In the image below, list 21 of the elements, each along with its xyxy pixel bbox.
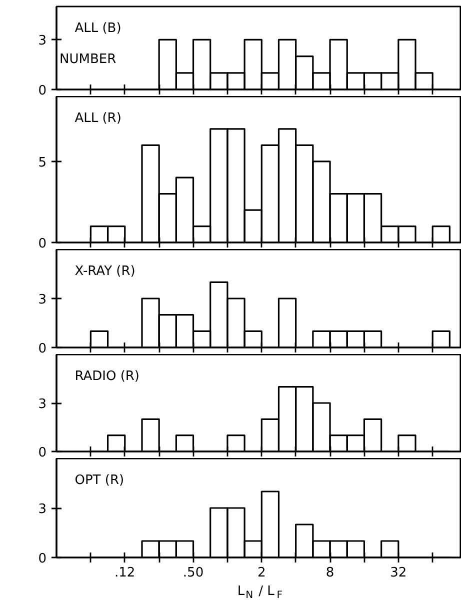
- y-tick-label: 0: [38, 342, 47, 356]
- y-tick-label: 0: [38, 236, 47, 252]
- text: ALL (B): [74, 21, 122, 36]
- x-tick-label: .12: [114, 566, 136, 580]
- y-tick-label: 5: [38, 155, 47, 170]
- y-tick-label: 3: [38, 292, 47, 308]
- text: ALL (R): [74, 111, 122, 126]
- text: OPT (R): [74, 473, 124, 488]
- text: RADIO (R): [74, 369, 140, 384]
- y-tick-label: 3: [38, 34, 47, 49]
- y-axis-title: NUMBER: [60, 52, 116, 68]
- y-tick-label: 0: [38, 446, 47, 460]
- x-tick-label: 2: [258, 566, 266, 580]
- y-tick-label: 0: [38, 84, 47, 98]
- x-tick-label: 8: [326, 566, 334, 580]
- y-tick-label: 0: [38, 552, 47, 566]
- y-tick-label: 3: [38, 502, 47, 517]
- y-tick-label: 3: [38, 397, 47, 412]
- x-tick-label: 32: [390, 566, 407, 580]
- text: X-RAY (R): [74, 264, 136, 279]
- x-tick-label: .50: [182, 566, 204, 580]
